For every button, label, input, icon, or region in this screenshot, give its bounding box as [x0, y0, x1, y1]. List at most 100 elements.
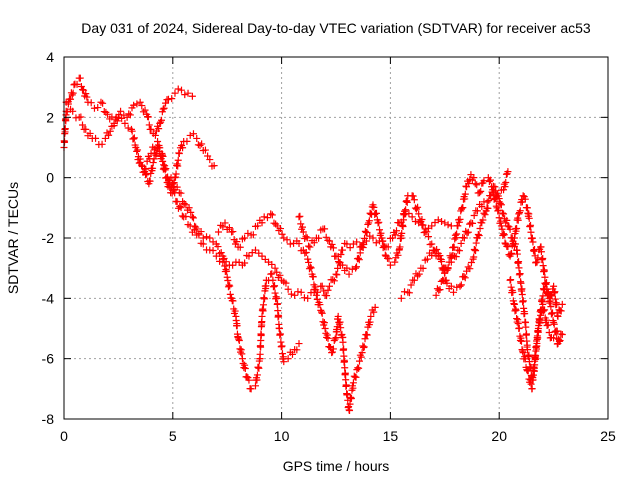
data-point-interp	[363, 331, 371, 339]
data-point-interp	[534, 254, 542, 262]
data-point-interp	[444, 264, 452, 272]
data-point-interp	[204, 152, 212, 160]
data-point-interp	[372, 239, 380, 247]
data-point-interp	[179, 144, 187, 152]
data-point-interp	[377, 229, 385, 237]
data-point-interp	[124, 124, 132, 132]
data-point-interp	[474, 230, 482, 238]
data-point-interp	[440, 277, 448, 285]
data-point-interp	[118, 114, 126, 122]
data-point-interp	[161, 166, 169, 174]
data-point-interp	[504, 243, 512, 251]
data-point-interp	[113, 117, 121, 125]
data-point	[515, 210, 523, 218]
data-point	[550, 282, 558, 290]
data-point	[178, 86, 186, 94]
data-point	[325, 343, 333, 351]
data-point-interp	[378, 237, 386, 245]
data-point-interp	[370, 308, 378, 316]
data-point-interp	[61, 138, 69, 146]
data-point-interp	[329, 348, 337, 356]
data-point-interp	[130, 135, 138, 143]
data-point-interp	[512, 306, 520, 314]
data-point-interp	[372, 209, 380, 217]
data-point-interp	[343, 264, 351, 272]
data-point	[149, 159, 157, 167]
data-point-interp	[486, 176, 494, 184]
data-point-interp	[365, 217, 373, 225]
data-point	[188, 213, 196, 221]
data-point	[497, 222, 505, 230]
data-point-interp	[298, 223, 306, 231]
data-point-interp	[495, 214, 503, 222]
data-point-interp	[235, 335, 243, 343]
data-point-interp	[297, 220, 305, 228]
data-point-interp	[540, 267, 548, 275]
y-tick-label: -6	[42, 351, 55, 367]
data-point-interp	[424, 233, 432, 241]
data-point-interp	[479, 216, 487, 224]
data-point-interp	[329, 345, 337, 353]
data-point	[127, 125, 135, 133]
data-point-interp	[162, 165, 170, 173]
data-point-interp	[531, 357, 539, 365]
data-point	[104, 110, 112, 118]
data-point-interp	[229, 297, 237, 305]
data-point-interp	[485, 178, 493, 186]
data-point	[432, 291, 440, 299]
x-tick-label: 10	[274, 428, 290, 444]
data-point-interp	[516, 207, 524, 215]
data-point-interp	[438, 217, 446, 225]
data-point	[121, 119, 129, 127]
data-point-interp	[99, 99, 107, 107]
data-point-interp	[489, 188, 497, 196]
data-point	[299, 228, 307, 236]
data-point-interp	[516, 270, 524, 278]
data-point-interp	[337, 324, 345, 332]
data-point-interp	[469, 219, 477, 227]
data-point	[90, 104, 98, 112]
data-point-interp	[529, 371, 537, 379]
data-point-interp	[453, 230, 461, 238]
data-point-interp	[320, 287, 328, 295]
data-point-interp	[329, 244, 337, 252]
data-point	[408, 213, 416, 221]
data-point-interp	[444, 221, 452, 229]
data-point-interp	[219, 223, 227, 231]
data-point-interp	[452, 234, 460, 242]
data-point-interp	[457, 239, 465, 247]
data-point-interp	[130, 134, 138, 142]
data-point-interp	[461, 190, 469, 198]
data-point-interp	[221, 262, 229, 270]
data-point-interp	[173, 183, 181, 191]
data-point	[214, 228, 222, 236]
data-point-interp	[310, 239, 318, 247]
data-point	[130, 101, 138, 109]
data-point-interp	[294, 288, 302, 296]
data-point-interp	[256, 350, 264, 358]
data-point	[500, 186, 508, 194]
data-point-interp	[152, 151, 160, 159]
data-point	[114, 113, 122, 121]
data-point-interp	[146, 155, 154, 163]
series-marks	[60, 74, 196, 151]
data-point-interp	[494, 206, 502, 214]
data-point	[558, 331, 566, 339]
data-point-interp	[507, 276, 515, 284]
data-point-interp	[275, 312, 283, 320]
data-point-interp	[62, 117, 70, 125]
data-point-interp	[149, 164, 157, 172]
data-point-interp	[346, 244, 354, 252]
data-point-interp	[448, 252, 456, 260]
data-point-interp	[353, 263, 361, 271]
data-point-interp	[194, 141, 202, 149]
data-point-interp	[338, 330, 346, 338]
data-point-interp	[379, 244, 387, 252]
data-point-interp	[472, 239, 480, 247]
series-marks	[62, 98, 218, 197]
data-point-interp	[231, 307, 239, 315]
y-tick-label: -2	[42, 230, 55, 246]
data-point-interp	[141, 106, 149, 114]
data-point-interp	[319, 318, 327, 326]
data-point	[258, 312, 266, 320]
